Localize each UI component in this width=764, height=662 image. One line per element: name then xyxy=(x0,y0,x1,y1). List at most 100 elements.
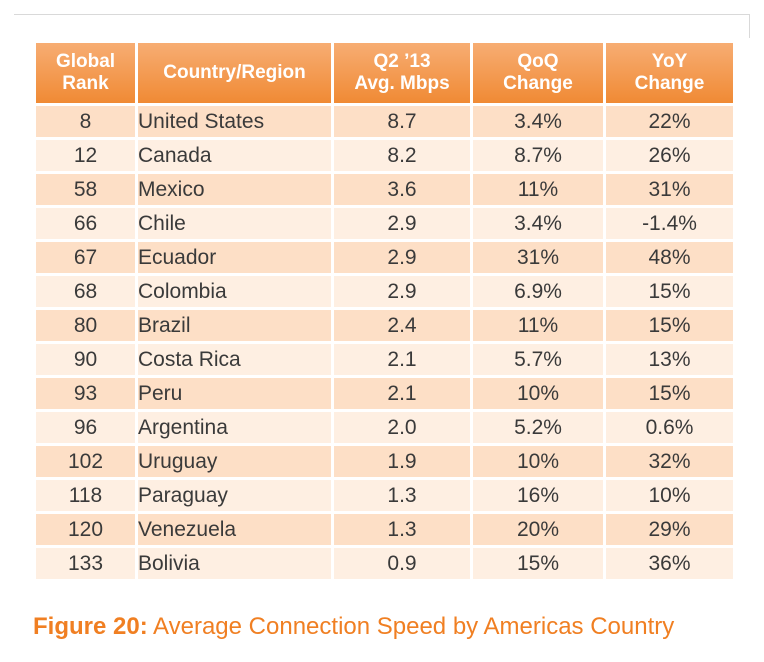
table-row: 58 Mexico 3.6 11% 31% xyxy=(36,174,733,205)
table-row: 133 Bolivia 0.9 15% 36% xyxy=(36,548,733,579)
cell-country: United States xyxy=(138,106,331,137)
cell-qoq: 20% xyxy=(473,514,603,545)
header-avg-mbps: Q2 ’13 Avg. Mbps xyxy=(334,43,470,103)
header-yoy-change: YoY Change xyxy=(606,43,733,103)
cell-yoy: 15% xyxy=(606,310,733,341)
cell-avg-mbps: 2.1 xyxy=(334,378,470,409)
table-row: 12 Canada 8.2 8.7% 26% xyxy=(36,140,733,171)
cell-yoy: 48% xyxy=(606,242,733,273)
cell-qoq: 16% xyxy=(473,480,603,511)
cell-rank: 66 xyxy=(36,208,135,239)
cell-yoy: 15% xyxy=(606,276,733,307)
cell-country: Peru xyxy=(138,378,331,409)
table-row: 80 Brazil 2.4 11% 15% xyxy=(36,310,733,341)
cell-rank: 68 xyxy=(36,276,135,307)
cell-country: Canada xyxy=(138,140,331,171)
corner-divider xyxy=(749,14,750,38)
cell-rank: 12 xyxy=(36,140,135,171)
cell-rank: 93 xyxy=(36,378,135,409)
figure-caption: Figure 20: Average Connection Speed by A… xyxy=(33,613,674,641)
cell-yoy: 26% xyxy=(606,140,733,171)
header-row: Global Rank Country/Region Q2 ’13 Avg. Mbp… xyxy=(36,43,733,103)
cell-yoy: 29% xyxy=(606,514,733,545)
cell-rank: 80 xyxy=(36,310,135,341)
cell-qoq: 5.2% xyxy=(473,412,603,443)
cell-country: Chile xyxy=(138,208,331,239)
cell-qoq: 31% xyxy=(473,242,603,273)
cell-rank: 133 xyxy=(36,548,135,579)
cell-qoq: 3.4% xyxy=(473,208,603,239)
header-line: Rank xyxy=(62,73,109,94)
cell-yoy: 31% xyxy=(606,174,733,205)
figure-title: Average Connection Speed by Americas Cou… xyxy=(147,613,675,640)
cell-country: Paraguay xyxy=(138,480,331,511)
table-row: 66 Chile 2.9 3.4% -1.4% xyxy=(36,208,733,239)
cell-avg-mbps: 2.9 xyxy=(334,276,470,307)
cell-rank: 96 xyxy=(36,412,135,443)
header-line: Change xyxy=(634,73,705,94)
cell-qoq: 15% xyxy=(473,548,603,579)
header-global-rank: Global Rank xyxy=(36,43,135,103)
header-line: YoY xyxy=(651,51,688,72)
connection-speed-table: Global Rank Country/Region Q2 ’13 Avg. Mbp… xyxy=(33,40,736,582)
cell-avg-mbps: 8.7 xyxy=(334,106,470,137)
header-line: Country/Region xyxy=(163,62,306,83)
cell-yoy: 10% xyxy=(606,480,733,511)
cell-country: Mexico xyxy=(138,174,331,205)
table-row: 90 Costa Rica 2.1 5.7% 13% xyxy=(36,344,733,375)
cell-qoq: 3.4% xyxy=(473,106,603,137)
cell-qoq: 5.7% xyxy=(473,344,603,375)
header-line: Change xyxy=(503,73,573,94)
cell-yoy: 32% xyxy=(606,446,733,477)
cell-rank: 90 xyxy=(36,344,135,375)
header-qoq-change: QoQ Change xyxy=(473,43,603,103)
cell-yoy: 36% xyxy=(606,548,733,579)
cell-avg-mbps: 2.0 xyxy=(334,412,470,443)
cell-avg-mbps: 8.2 xyxy=(334,140,470,171)
cell-country: Brazil xyxy=(138,310,331,341)
cell-country: Ecuador xyxy=(138,242,331,273)
table-row: 120 Venezuela 1.3 20% 29% xyxy=(36,514,733,545)
cell-avg-mbps: 2.9 xyxy=(334,208,470,239)
cell-country: Costa Rica xyxy=(138,344,331,375)
cell-yoy: 13% xyxy=(606,344,733,375)
table-header: Global Rank Country/Region Q2 ’13 Avg. Mbp… xyxy=(36,43,733,103)
cell-qoq: 10% xyxy=(473,378,603,409)
cell-avg-mbps: 2.4 xyxy=(334,310,470,341)
cell-avg-mbps: 1.9 xyxy=(334,446,470,477)
header-line: Global xyxy=(55,51,116,72)
cell-rank: 58 xyxy=(36,174,135,205)
table-row: 102 Uruguay 1.9 10% 32% xyxy=(36,446,733,477)
cell-yoy: 15% xyxy=(606,378,733,409)
cell-avg-mbps: 1.3 xyxy=(334,514,470,545)
cell-yoy: 0.6% xyxy=(606,412,733,443)
cell-rank: 118 xyxy=(36,480,135,511)
header-line: Q2 ’13 xyxy=(373,51,431,72)
cell-yoy: -1.4% xyxy=(606,208,733,239)
cell-rank: 67 xyxy=(36,242,135,273)
table-row: 67 Ecuador 2.9 31% 48% xyxy=(36,242,733,273)
cell-avg-mbps: 2.1 xyxy=(334,344,470,375)
table-row: 96 Argentina 2.0 5.2% 0.6% xyxy=(36,412,733,443)
table-row: 68 Colombia 2.9 6.9% 15% xyxy=(36,276,733,307)
cell-qoq: 6.9% xyxy=(473,276,603,307)
header-country-region: Country/Region xyxy=(138,43,331,103)
figure-label: Figure 20: xyxy=(33,613,148,640)
cell-yoy: 22% xyxy=(606,106,733,137)
cell-country: Venezuela xyxy=(138,514,331,545)
cell-avg-mbps: 2.9 xyxy=(334,242,470,273)
table-row: 118 Paraguay 1.3 16% 10% xyxy=(36,480,733,511)
cell-rank: 120 xyxy=(36,514,135,545)
cell-avg-mbps: 1.3 xyxy=(334,480,470,511)
cell-country: Argentina xyxy=(138,412,331,443)
cell-country: Uruguay xyxy=(138,446,331,477)
cell-rank: 102 xyxy=(36,446,135,477)
table-body: 8 United States 8.7 3.4% 22% 12 Canada 8.2 8.7% 2… xyxy=(36,106,733,579)
cell-country: Colombia xyxy=(138,276,331,307)
table-row: 93 Peru 2.1 10% 15% xyxy=(36,378,733,409)
cell-qoq: 11% xyxy=(473,310,603,341)
cell-rank: 8 xyxy=(36,106,135,137)
cell-qoq: 11% xyxy=(473,174,603,205)
cell-country: Bolivia xyxy=(138,548,331,579)
